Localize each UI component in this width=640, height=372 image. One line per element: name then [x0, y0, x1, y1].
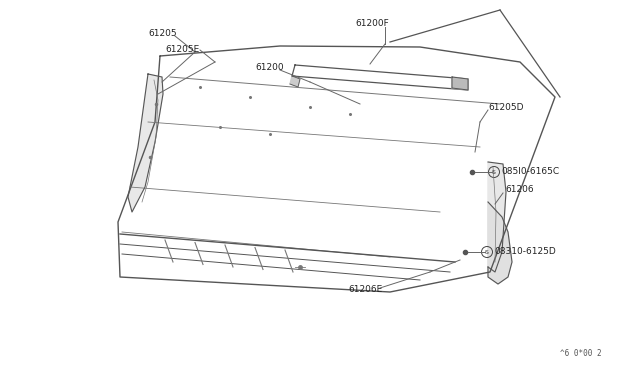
- Text: S: S: [485, 250, 489, 254]
- Text: 61200F: 61200F: [355, 19, 388, 29]
- Text: 61206E: 61206E: [348, 285, 382, 295]
- Text: ^6 0*00 2: ^6 0*00 2: [560, 350, 602, 359]
- Polygon shape: [488, 162, 506, 272]
- Text: 61200: 61200: [255, 62, 284, 71]
- Text: 085I0-6165C: 085I0-6165C: [502, 167, 559, 176]
- Text: 61206: 61206: [505, 186, 534, 195]
- Polygon shape: [488, 202, 512, 284]
- Text: 61205: 61205: [148, 29, 177, 38]
- Text: 61205D: 61205D: [488, 103, 524, 112]
- Text: S: S: [492, 170, 496, 174]
- Text: 08310-6125D: 08310-6125D: [495, 247, 556, 257]
- Polygon shape: [290, 76, 300, 87]
- Polygon shape: [452, 77, 468, 90]
- Text: 61205E: 61205E: [165, 45, 199, 54]
- Polygon shape: [128, 74, 163, 212]
